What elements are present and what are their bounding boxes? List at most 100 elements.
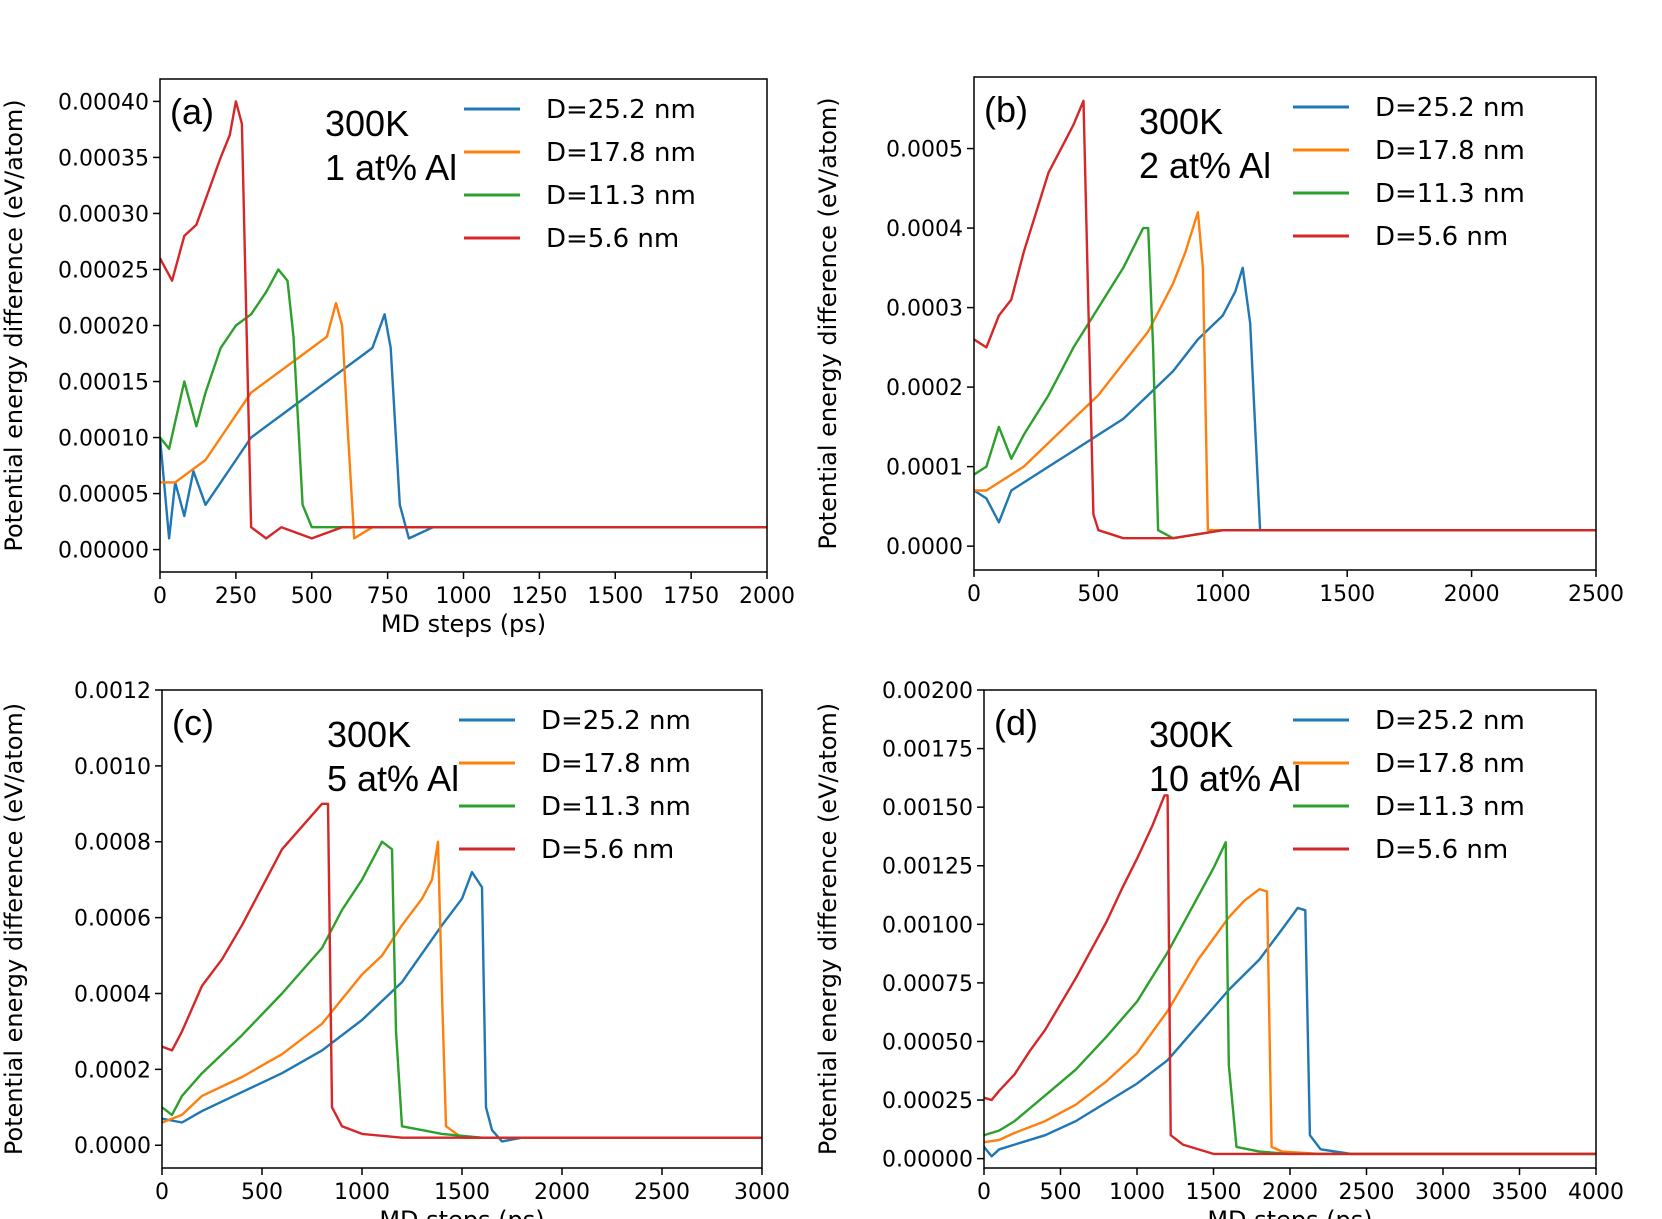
series-line-1 (162, 870, 762, 1143)
series-line-2 (974, 211, 1596, 532)
legend-label: D=25.2 nm (546, 95, 696, 125)
y-tick-label: 0.00175 (882, 738, 973, 763)
x-tick-label: 1500 (1186, 1180, 1242, 1205)
y-tick-label: 0.0005 (886, 138, 963, 163)
x-tick-label: 0 (153, 584, 167, 609)
x-tick-label: 2500 (1568, 582, 1624, 607)
x-tick-label: 1250 (511, 584, 567, 609)
condition-annotation: 300K (325, 103, 409, 144)
x-tick-label: 1500 (587, 584, 643, 609)
series-line-2 (984, 888, 1596, 1156)
panel-tag: (b) (984, 89, 1028, 130)
x-tick-label: 250 (215, 584, 257, 609)
x-tick-label: 0 (155, 1180, 169, 1205)
y-tick-label: 0.00075 (882, 972, 973, 997)
y-tick-label: 0.0010 (74, 755, 151, 780)
y-tick-label: 0.0001 (886, 456, 963, 481)
y-tick-label: 0.00030 (58, 202, 149, 227)
chart-panel-4: 0 500 1000 1500 2000 2500 3000 3500 4000 0.00000 0… (814, 679, 1624, 1219)
x-tick-label: 1000 (436, 584, 492, 609)
y-axis-label: Potential energy difference (eV/atom) (814, 703, 842, 1155)
y-tick-label: 0.00005 (58, 483, 149, 508)
y-tick-label: 0.00125 (882, 855, 973, 880)
y-tick-label: 0.0004 (74, 982, 151, 1007)
x-tick-label: 1500 (1319, 582, 1375, 607)
x-tick-label: 4000 (1568, 1180, 1624, 1205)
series-line-2 (162, 840, 762, 1139)
y-tick-label: 0.0004 (886, 217, 963, 242)
series-line-3 (984, 841, 1596, 1156)
plot-frame (973, 76, 1597, 571)
chart-panel-2: 0 500 1000 1500 2000 2500 0.0000 0.0001 0.0002 0.… (814, 76, 1624, 607)
condition-annotation: 2 at% Al (1139, 145, 1271, 186)
panel-tag: (a) (170, 91, 214, 132)
series-line-4 (984, 794, 1596, 1156)
x-tick-label: 2500 (1339, 1180, 1395, 1205)
x-axis-label: MD steps (ps) (381, 610, 546, 638)
y-axis-label: Potential energy difference (eV/atom) (0, 99, 28, 551)
legend-label: D=11.3 nm (1375, 179, 1525, 209)
x-tick-label: 2000 (1444, 582, 1500, 607)
y-tick-label: 0.00000 (882, 1148, 973, 1173)
x-tick-label: 1500 (434, 1180, 490, 1205)
x-tick-label: 3500 (1492, 1180, 1548, 1205)
x-tick-label: 0 (977, 1180, 991, 1205)
y-tick-label: 0.00020 (58, 315, 149, 340)
legend-label: D=17.8 nm (541, 749, 691, 779)
y-tick-label: 0.00025 (58, 258, 149, 283)
y-tick-label: 0.00040 (58, 90, 149, 115)
series-line-4 (162, 802, 762, 1139)
series-line-4 (974, 99, 1596, 540)
y-tick-label: 0.0002 (886, 376, 963, 401)
y-tick-label: 0.0008 (74, 831, 151, 856)
x-tick-label: 500 (241, 1180, 283, 1205)
y-tick-label: 0.00000 (58, 539, 149, 564)
y-tick-label: 0.00035 (58, 146, 149, 171)
x-tick-label: 0 (967, 582, 981, 607)
x-tick-label: 2000 (534, 1180, 590, 1205)
series-line-3 (162, 840, 762, 1139)
x-tick-label: 500 (291, 584, 333, 609)
y-tick-label: 0.0003 (886, 297, 963, 322)
x-tick-label: 3000 (734, 1180, 790, 1205)
y-axis-label: Potential energy difference (eV/atom) (0, 703, 28, 1155)
series-line-1 (984, 906, 1596, 1158)
condition-annotation: 1 at% Al (325, 147, 457, 188)
legend-label: D=5.6 nm (1375, 835, 1508, 865)
y-tick-label: 0.00025 (882, 1089, 973, 1114)
y-tick-label: 0.0000 (886, 535, 963, 560)
y-tick-label: 0.00100 (882, 913, 973, 938)
x-tick-label: 2000 (739, 584, 795, 609)
x-tick-label: 500 (1077, 582, 1119, 607)
chart-panel-3: 0 500 1000 1500 2000 2500 3000 0.0000 0.0002 0.00… (0, 679, 790, 1219)
legend-label: D=17.8 nm (546, 138, 696, 168)
x-tick-label: 750 (367, 584, 409, 609)
condition-annotation: 300K (1149, 714, 1233, 755)
legend-label: D=5.6 nm (546, 224, 679, 254)
panel-tag: (c) (172, 702, 214, 743)
y-tick-label: 0.00150 (882, 796, 973, 821)
legend-label: D=11.3 nm (546, 181, 696, 211)
legend-label: D=25.2 nm (541, 706, 691, 736)
x-tick-label: 1000 (1195, 582, 1251, 607)
x-tick-label: 500 (1040, 1180, 1082, 1205)
condition-annotation: 10 at% Al (1149, 758, 1301, 799)
y-tick-label: 0.00200 (882, 679, 973, 704)
y-tick-label: 0.00010 (58, 427, 149, 452)
legend-label: D=17.8 nm (1375, 749, 1525, 779)
y-axis-label: Potential energy difference (eV/atom) (814, 97, 842, 549)
x-axis-label: MD steps (ps) (1207, 1206, 1372, 1219)
x-tick-label: 1000 (334, 1180, 390, 1205)
series-line-3 (974, 226, 1596, 540)
legend-label: D=5.6 nm (1375, 222, 1508, 252)
legend-label: D=25.2 nm (1375, 93, 1525, 123)
condition-annotation: 300K (1139, 101, 1223, 142)
x-tick-label: 3000 (1415, 1180, 1471, 1205)
condition-annotation: 300K (327, 714, 411, 755)
x-tick-label: 2000 (1262, 1180, 1318, 1205)
y-tick-label: 0.0002 (74, 1058, 151, 1083)
legend-label: D=5.6 nm (541, 835, 674, 865)
legend-label: D=11.3 nm (541, 792, 691, 822)
y-tick-label: 0.0012 (74, 679, 151, 704)
